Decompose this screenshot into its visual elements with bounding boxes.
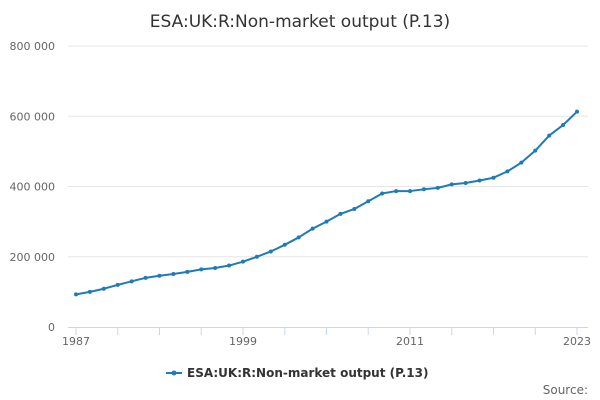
x-tick-label: 1999 xyxy=(229,335,257,348)
data-point[interactable] xyxy=(171,271,176,276)
data-point[interactable] xyxy=(463,180,468,185)
data-point[interactable] xyxy=(199,267,204,272)
data-point[interactable] xyxy=(449,182,454,187)
data-point[interactable] xyxy=(129,279,134,284)
data-point[interactable] xyxy=(338,211,343,216)
y-tick-label: 800 000 xyxy=(10,40,56,53)
y-tick-label: 400 000 xyxy=(10,181,56,194)
data-point[interactable] xyxy=(213,265,218,270)
data-point[interactable] xyxy=(227,263,232,268)
series-group xyxy=(74,109,579,297)
data-point[interactable] xyxy=(547,133,552,138)
y-gridlines xyxy=(68,45,588,258)
data-point[interactable] xyxy=(296,235,301,240)
data-point[interactable] xyxy=(324,219,329,224)
data-point[interactable] xyxy=(241,259,245,264)
data-point[interactable] xyxy=(380,191,385,196)
y-tick-labels: 0 200 000 400 000 600 000 800 000 xyxy=(10,40,56,334)
data-point[interactable] xyxy=(143,275,148,280)
y-tick-label: 600 000 xyxy=(10,110,56,123)
y-tick-label: 0 xyxy=(48,321,55,334)
data-point[interactable] xyxy=(394,189,399,194)
x-tick-labels: 1987 1999 2011 2023 xyxy=(62,335,591,348)
data-point[interactable] xyxy=(87,289,92,294)
source-credit[interactable]: Source: xyxy=(543,383,588,397)
data-point[interactable] xyxy=(115,282,120,287)
data-point[interactable] xyxy=(491,175,496,180)
legend-marker-icon xyxy=(171,370,177,376)
data-point[interactable] xyxy=(101,286,106,291)
data-point[interactable] xyxy=(408,189,412,194)
legend[interactable]: ESA:UK:R:Non-market output (P.13) xyxy=(166,366,428,380)
data-point[interactable] xyxy=(477,178,482,183)
x-tick-label: 2023 xyxy=(563,335,591,348)
data-point[interactable] xyxy=(575,109,579,114)
data-point[interactable] xyxy=(421,187,426,192)
x-tick-label: 1987 xyxy=(62,335,90,348)
data-point[interactable] xyxy=(310,226,315,231)
data-point[interactable] xyxy=(505,169,510,174)
series-line[interactable] xyxy=(75,110,578,296)
x-axis xyxy=(68,327,588,335)
data-point[interactable] xyxy=(74,292,78,297)
y-tick-label: 200 000 xyxy=(10,251,56,264)
data-point[interactable] xyxy=(561,123,566,128)
data-point[interactable] xyxy=(185,269,190,274)
data-point[interactable] xyxy=(366,199,371,204)
data-point[interactable] xyxy=(282,242,287,247)
data-point[interactable] xyxy=(157,273,162,278)
data-point[interactable] xyxy=(268,249,273,254)
legend-item-label[interactable]: ESA:UK:R:Non-market output (P.13) xyxy=(187,366,428,380)
data-point[interactable] xyxy=(519,160,524,165)
data-point[interactable] xyxy=(254,254,259,259)
data-point[interactable] xyxy=(533,148,538,153)
data-point[interactable] xyxy=(352,206,357,211)
data-point[interactable] xyxy=(435,185,440,190)
chart-title: ESA:UK:R:Non-market output (P.13) xyxy=(150,12,450,32)
x-tick-label: 2011 xyxy=(396,335,424,348)
